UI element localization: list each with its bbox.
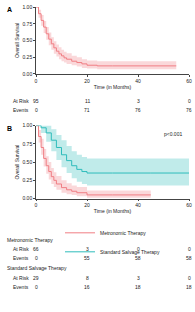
svg-text:0.50: 0.50 <box>22 159 32 165</box>
svg-text:0: 0 <box>35 107 38 113</box>
svg-text:At Risk: At Risk <box>13 98 29 104</box>
svg-text:1.00: 1.00 <box>22 122 32 128</box>
svg-text:0: 0 <box>35 284 38 290</box>
svg-text:71: 71 <box>84 107 90 113</box>
svg-text:0: 0 <box>35 255 38 261</box>
svg-text:At Risk: At Risk <box>13 246 29 252</box>
svg-text:8: 8 <box>86 275 89 281</box>
svg-text:40: 40 <box>135 78 141 84</box>
svg-text:0.25: 0.25 <box>22 54 32 60</box>
svg-text:Time (in Months): Time (in Months) <box>94 208 132 214</box>
svg-text:0: 0 <box>188 246 191 252</box>
svg-text:0.75: 0.75 <box>22 141 32 147</box>
svg-text:Overall Survival: Overall Survival <box>14 23 20 58</box>
svg-text:0.00: 0.00 <box>22 195 32 201</box>
svg-text:76: 76 <box>135 107 141 113</box>
svg-text:At Risk: At Risk <box>13 275 29 281</box>
svg-text:3: 3 <box>137 98 140 104</box>
svg-text:0.00: 0.00 <box>22 71 32 77</box>
svg-text:Events: Events <box>13 107 29 113</box>
svg-text:p<0.001: p<0.001 <box>164 131 182 137</box>
svg-text:Metronomic Therapy: Metronomic Therapy <box>7 237 53 243</box>
svg-text:58: 58 <box>186 255 192 261</box>
svg-text:Overall Survival: Overall Survival <box>14 145 20 180</box>
svg-text:A: A <box>7 6 12 13</box>
svg-text:55: 55 <box>84 255 90 261</box>
svg-text:95: 95 <box>33 98 39 104</box>
svg-text:3: 3 <box>86 246 89 252</box>
svg-text:60: 60 <box>186 78 192 84</box>
svg-text:18: 18 <box>135 284 141 290</box>
svg-text:0.50: 0.50 <box>22 37 32 43</box>
svg-text:Events: Events <box>13 284 29 290</box>
svg-text:0.25: 0.25 <box>22 177 32 183</box>
svg-text:11: 11 <box>85 98 90 104</box>
svg-text:0: 0 <box>188 275 191 281</box>
svg-text:0: 0 <box>35 78 38 84</box>
svg-text:66: 66 <box>33 246 39 252</box>
svg-text:Standard Salvage Therapy: Standard Salvage Therapy <box>100 249 160 255</box>
svg-text:29: 29 <box>33 275 39 281</box>
svg-text:60: 60 <box>186 202 192 208</box>
svg-text:Standard Salvage Therapy: Standard Salvage Therapy <box>7 265 67 271</box>
svg-text:1.00: 1.00 <box>22 4 32 10</box>
svg-text:0: 0 <box>137 246 140 252</box>
svg-text:16: 16 <box>84 284 90 290</box>
svg-text:58: 58 <box>135 255 141 261</box>
svg-text:0.75: 0.75 <box>22 21 32 27</box>
svg-text:20: 20 <box>84 202 90 208</box>
svg-text:20: 20 <box>84 78 90 84</box>
svg-text:B: B <box>7 125 12 132</box>
svg-text:Events: Events <box>13 255 29 261</box>
svg-text:40: 40 <box>135 202 141 208</box>
svg-text:0: 0 <box>35 202 38 208</box>
svg-text:Metronomic Therapy: Metronomic Therapy <box>100 230 146 236</box>
svg-text:76: 76 <box>186 107 192 113</box>
svg-text:3: 3 <box>137 275 140 281</box>
svg-text:0: 0 <box>188 98 191 104</box>
svg-text:Time (in Months): Time (in Months) <box>94 84 132 90</box>
svg-text:18: 18 <box>186 284 192 290</box>
